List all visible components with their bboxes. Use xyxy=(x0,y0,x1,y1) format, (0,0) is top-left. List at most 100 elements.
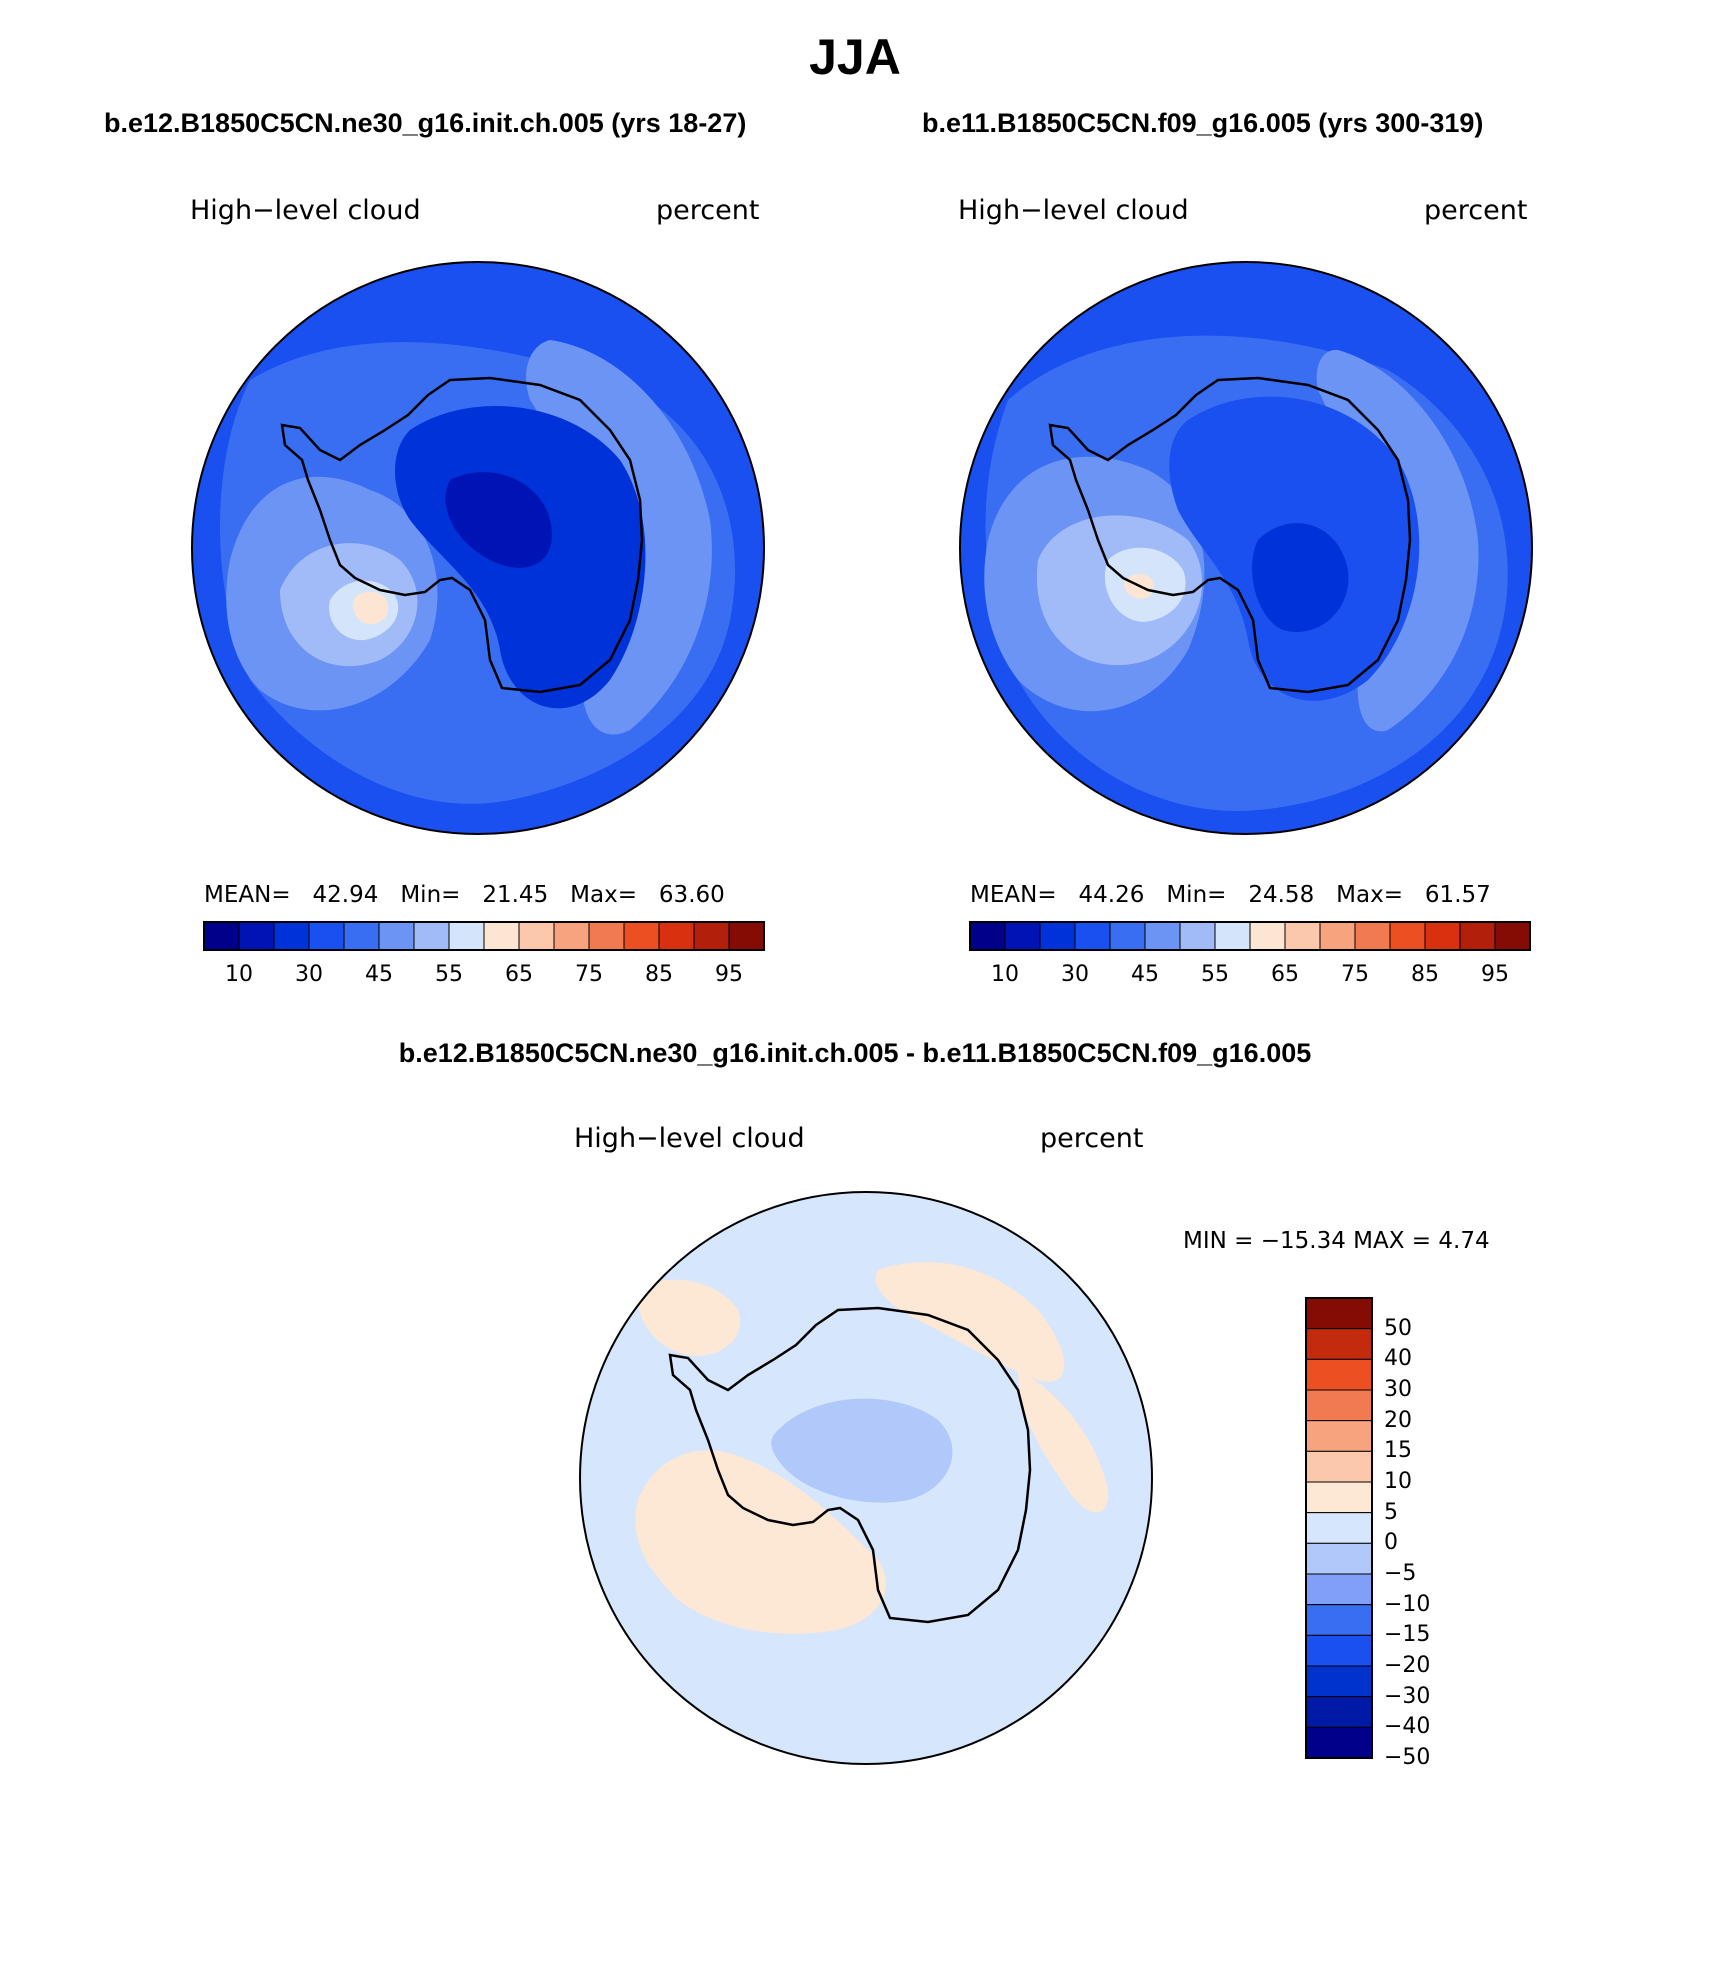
panel-2-colorbar-swatch xyxy=(1039,921,1076,951)
panel-1-colorbar-swatch xyxy=(588,921,625,951)
panel-2-stats: MEAN= 44.26 Min= 24.58 Max= 61.57 xyxy=(970,882,1491,908)
diff-colorbar-tick: −5 xyxy=(1384,1561,1417,1586)
diff-colorbar-tick: 30 xyxy=(1384,1377,1412,1402)
diff-units: percent xyxy=(1040,1123,1144,1154)
diff-colorbar-swatch xyxy=(1305,1358,1373,1391)
map-2-boundary xyxy=(959,261,1533,835)
panel-2-colorbar-tick: 55 xyxy=(1201,962,1229,987)
panel-1-colorbar-tick: 85 xyxy=(645,962,673,987)
panel-1-colorbar xyxy=(203,921,765,951)
panel-1-min: 21.45 xyxy=(482,882,549,908)
diff-colorbar-swatch xyxy=(1305,1696,1373,1728)
panel-1-colorbar-tick: 45 xyxy=(365,962,393,987)
panel-1-colorbar-swatch xyxy=(378,921,415,951)
diff-colorbar-tick: −30 xyxy=(1384,1683,1431,1709)
diff-colorbar-tick: 20 xyxy=(1384,1407,1412,1433)
panel-2-colorbar xyxy=(969,921,1531,951)
panel-1-colorbar-tick: 65 xyxy=(505,962,533,987)
diff-colorbar-tick: 15 xyxy=(1384,1438,1412,1464)
diff-colorbar-tick: −15 xyxy=(1384,1622,1431,1648)
diff-colorbar-swatch xyxy=(1305,1665,1373,1698)
panel-1-stats: MEAN= 42.94 Min= 21.45 Max= 63.60 xyxy=(204,882,725,908)
diff-colorbar-swatch xyxy=(1305,1573,1373,1606)
diff-map-positive-north xyxy=(875,1262,1065,1382)
panel-2-variable: High−level cloud xyxy=(958,195,1189,226)
map-1-antarctica-coast xyxy=(280,376,644,694)
diff-map-boundary xyxy=(579,1191,1153,1765)
panel-1-colorbar-swatch xyxy=(238,921,275,951)
panel-2-case-title: b.e11.B1850C5CN.f09_g16.005 (yrs 300-319… xyxy=(922,108,1484,138)
diff-colorbar-tick: 0 xyxy=(1384,1530,1398,1556)
diff-colorbar-swatch xyxy=(1305,1481,1373,1514)
diff-colorbar-swatch xyxy=(1305,1389,1373,1422)
panel-1-colorbar-swatch xyxy=(623,921,660,951)
panel-1-colorbar-tick: 10 xyxy=(225,962,253,987)
diff-colorbar-swatch xyxy=(1305,1450,1373,1483)
panel-2-colorbar-tick: 75 xyxy=(1341,962,1369,987)
diff-colorbar xyxy=(1305,1297,1373,1759)
panel-2-colorbar-swatch xyxy=(1389,921,1426,951)
diff-colorbar-tick: −10 xyxy=(1384,1591,1431,1617)
panel-2-units: percent xyxy=(1424,195,1528,226)
panel-2-colorbar-swatch xyxy=(1144,921,1181,951)
diff-colorbar-ticks: 50 40 30 20 15 10 5 0 −5 −10 −15 −20 −30 −40 −50 xyxy=(1384,1298,1504,1770)
diff-colorbar-tick: 40 xyxy=(1384,1346,1412,1372)
panel-1-colorbar-swatch xyxy=(483,921,520,951)
map-2-interior-core xyxy=(1252,523,1349,632)
panel-1-colorbar-ticks: 10 30 45 55 65 75 85 95 xyxy=(204,962,764,990)
map-1-interior-core xyxy=(445,472,552,568)
panel-2-max: 61.57 xyxy=(1424,882,1491,908)
panel-2-colorbar-swatch xyxy=(1214,921,1251,951)
diff-colorbar-swatch xyxy=(1305,1420,1373,1452)
panel-1-colorbar-swatch xyxy=(448,921,485,951)
panel-1-colorbar-swatch xyxy=(343,921,380,951)
panel-2-colorbar-tick: 85 xyxy=(1411,962,1439,987)
panel-1-polar-map xyxy=(191,261,765,835)
panel-2-colorbar-swatch xyxy=(1004,921,1041,951)
panel-2-colorbar-swatch xyxy=(1319,921,1356,951)
panel-2-colorbar-swatch xyxy=(1074,921,1111,951)
panel-2-colorbar-swatch xyxy=(1459,921,1496,951)
season-title: JJA xyxy=(809,29,901,85)
diff-map-positive-east xyxy=(1018,1370,1109,1513)
panel-2-polar-map xyxy=(959,261,1533,835)
map-1-boundary xyxy=(191,261,765,835)
panel-1-colorbar-tick: 95 xyxy=(715,962,743,987)
panel-2-colorbar-tick: 95 xyxy=(1481,962,1509,987)
panel-1-colorbar-swatch xyxy=(728,921,765,951)
panel-1-colorbar-swatch xyxy=(308,921,345,951)
panel-2-colorbar-swatch xyxy=(1179,921,1216,951)
panel-1-colorbar-tick: 75 xyxy=(575,962,603,987)
panel-2-colorbar-tick: 30 xyxy=(1061,962,1089,987)
panel-1-colorbar-tick: 30 xyxy=(295,962,323,987)
map-2-antarctica-coast xyxy=(1048,376,1412,694)
diff-colorbar-tick: 5 xyxy=(1384,1499,1398,1525)
diff-map-positive-northwest xyxy=(637,1279,740,1356)
diff-colorbar-swatch xyxy=(1305,1726,1373,1759)
panel-2-colorbar-swatch xyxy=(1424,921,1461,951)
panel-1-variable: High−level cloud xyxy=(190,195,421,226)
panel-2-colorbar-frame xyxy=(969,921,1531,951)
panel-2-colorbar-swatch xyxy=(1494,921,1531,951)
diff-colorbar-tick: 50 xyxy=(1384,1315,1412,1341)
diff-minmax: MIN = −15.34 MAX = 4.74 xyxy=(1183,1228,1490,1254)
panel-1-colorbar-swatch xyxy=(413,921,450,951)
panel-1-units: percent xyxy=(656,195,760,226)
diff-map-negative-interior xyxy=(771,1398,953,1503)
panel-2-colorbar-tick: 10 xyxy=(991,962,1019,987)
diff-polar-map xyxy=(579,1191,1153,1765)
panel-1-case-title: b.e12.B1850C5CN.ne30_g16.init.ch.005 (yr… xyxy=(104,108,747,138)
panel-1-colorbar-swatch xyxy=(518,921,555,951)
panel-1-colorbar-swatch xyxy=(203,921,240,951)
panel-1-colorbar-tick: 55 xyxy=(435,962,463,987)
diff-map-positive-west xyxy=(635,1450,886,1634)
diff-colorbar-swatch xyxy=(1305,1542,1373,1575)
panel-2-colorbar-swatch xyxy=(1109,921,1146,951)
panel-2-colorbar-swatch xyxy=(1284,921,1321,951)
panel-1-colorbar-frame xyxy=(203,921,765,951)
panel-2-colorbar-swatch xyxy=(1354,921,1391,951)
panel-2-mean: 44.26 xyxy=(1078,882,1145,908)
panel-2-colorbar-tick: 65 xyxy=(1271,962,1299,987)
panel-1-max: 63.60 xyxy=(658,882,725,908)
diff-variable: High−level cloud xyxy=(574,1123,805,1154)
